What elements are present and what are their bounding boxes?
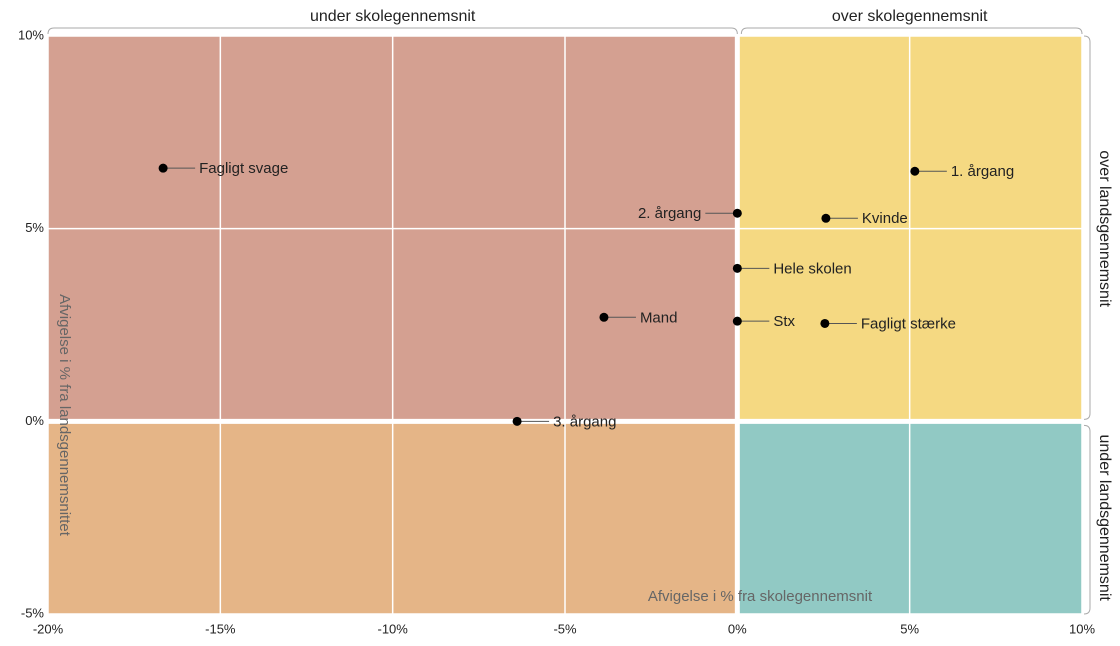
point	[732, 208, 742, 218]
y-tick-label: -5%	[21, 605, 45, 620]
quadrant-label: over landsgennemsnit	[1096, 150, 1113, 307]
point	[732, 316, 742, 326]
point-label: Hele skolen	[773, 260, 851, 277]
x-tick-label: 5%	[900, 621, 919, 636]
point-label: 2. årgang	[638, 205, 701, 222]
y-tick-label: 5%	[25, 220, 44, 235]
point	[599, 312, 609, 322]
point-label: Fagligt svage	[199, 160, 288, 177]
point	[910, 166, 920, 176]
point	[732, 263, 742, 273]
y-tick-label: 10%	[18, 27, 44, 42]
point	[512, 416, 522, 426]
quadrant-label: under skolegennemsnit	[310, 8, 476, 25]
quadrant-label: over skolegennemsnit	[832, 8, 988, 25]
point	[158, 163, 168, 173]
point	[821, 213, 831, 223]
point-label: 1. årgang	[951, 163, 1014, 180]
point-label: Kvinde	[862, 210, 908, 227]
x-axis-label: Afvigelse i % fra skolegennemsnit	[648, 588, 873, 605]
brace	[47, 27, 738, 35]
point	[820, 318, 830, 328]
x-tick-label: -10%	[377, 621, 408, 636]
y-axis-label: Afvigelse i % fra landsgennemsnittet	[56, 294, 73, 537]
point-label: Stx	[773, 313, 795, 330]
brace	[740, 27, 1083, 35]
y-tick-label: 0%	[25, 413, 44, 428]
point-label: 3. årgang	[553, 413, 616, 430]
brace	[1083, 424, 1091, 615]
x-tick-label: 0%	[728, 621, 747, 636]
x-tick-label: -15%	[205, 621, 236, 636]
x-tick-label: -5%	[553, 621, 577, 636]
x-tick-label: -20%	[33, 621, 64, 636]
quadrant-label: under landsgennemsnit	[1096, 434, 1113, 601]
x-tick-label: 10%	[1069, 621, 1095, 636]
brace	[1083, 35, 1091, 420]
point-label: Fagligt stærke	[861, 315, 956, 332]
point-label: Mand	[640, 309, 678, 326]
